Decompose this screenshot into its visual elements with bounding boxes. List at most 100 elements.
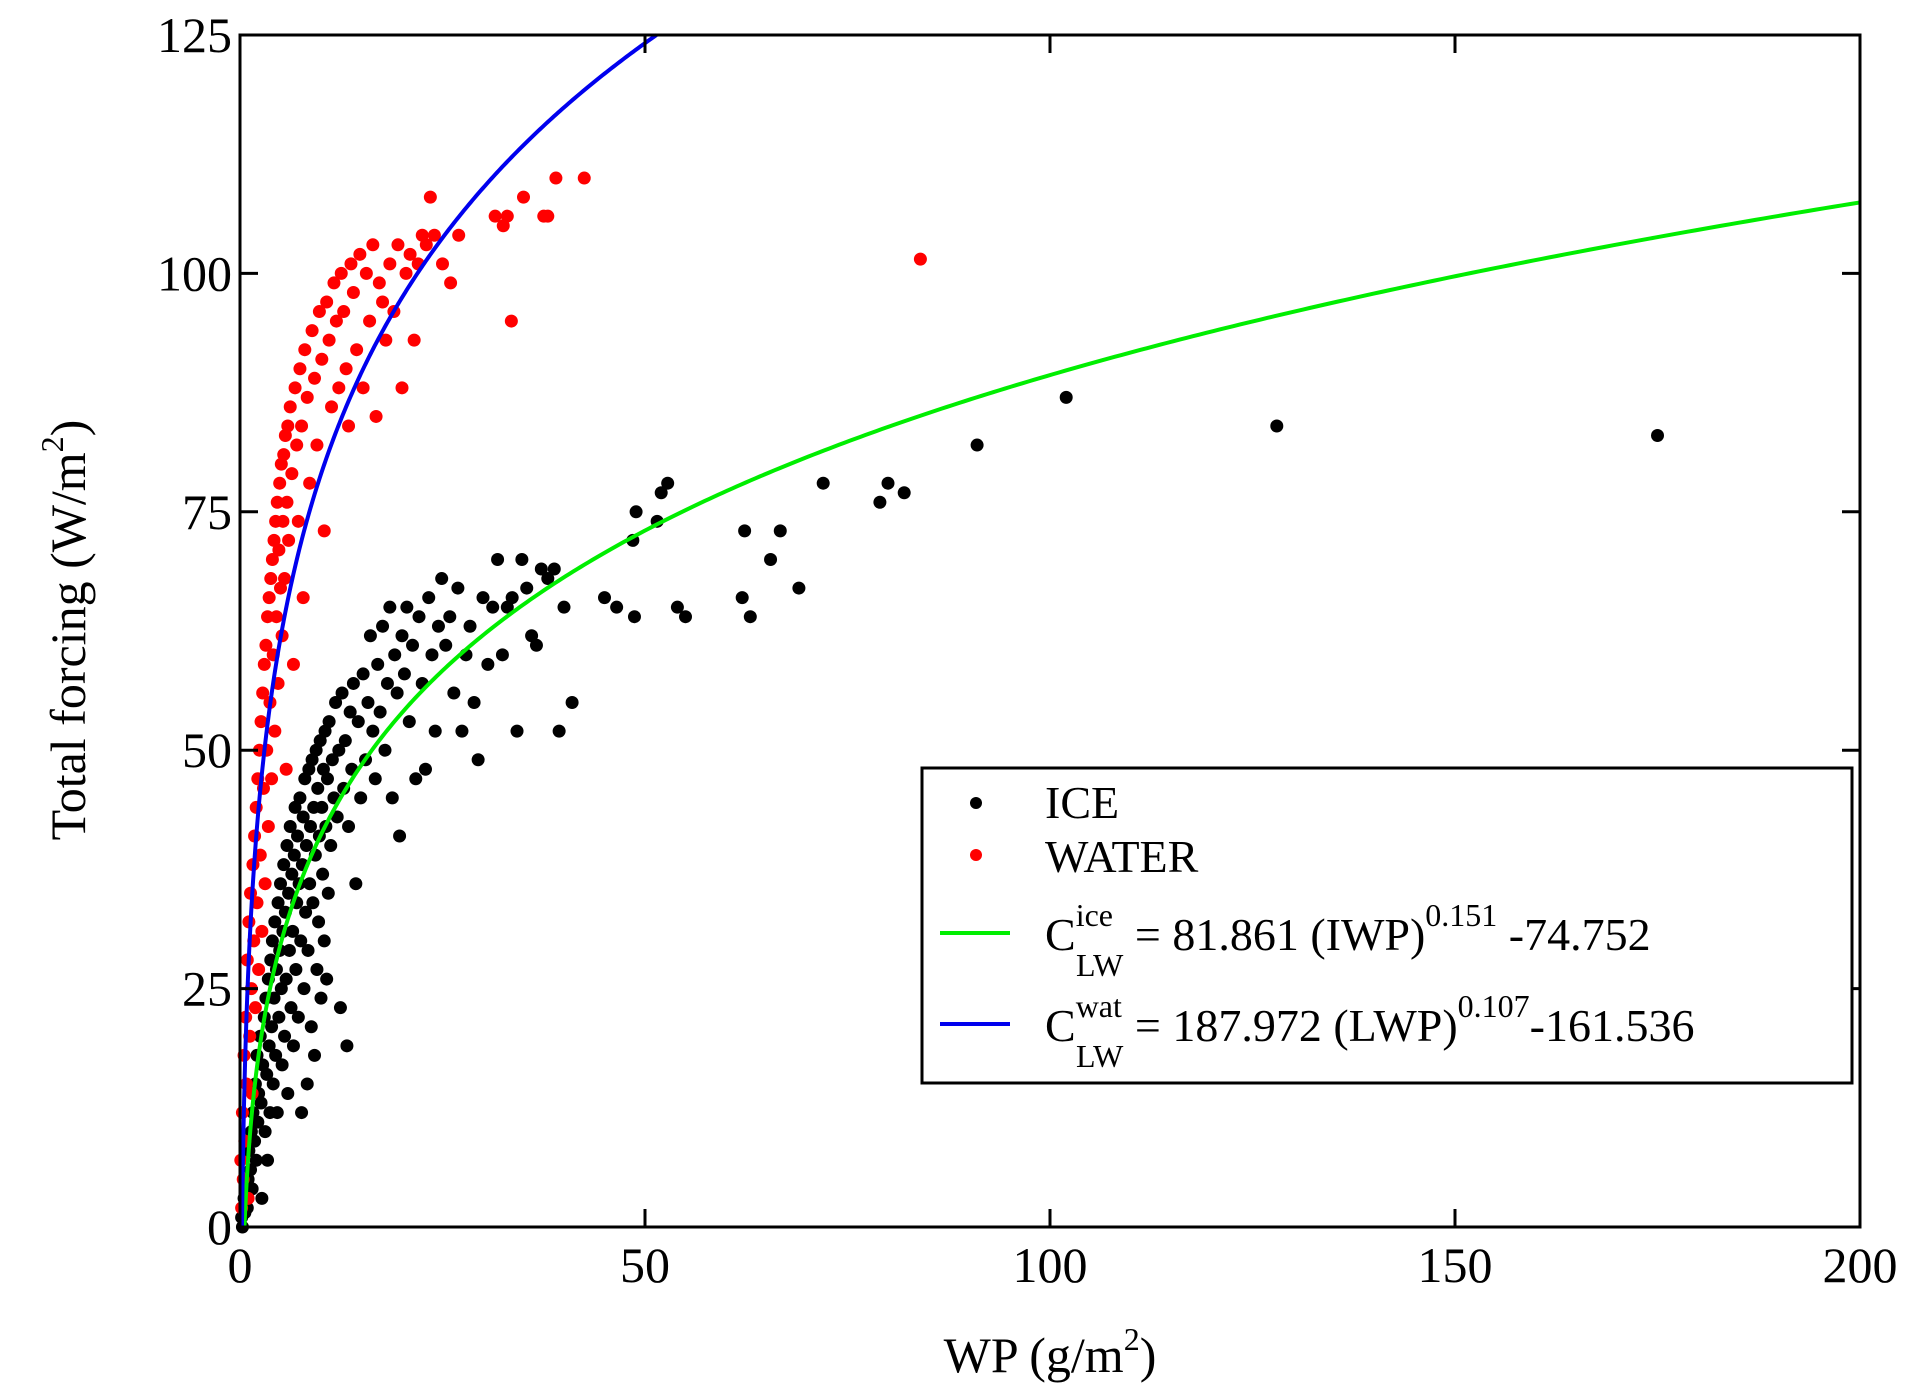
water-point	[303, 476, 317, 490]
water-point	[342, 419, 356, 433]
ice-point	[299, 839, 313, 853]
water-point	[290, 438, 304, 452]
ice-point	[249, 1153, 263, 1167]
ice-point	[294, 934, 308, 948]
water-point	[273, 476, 287, 490]
ice-point	[1059, 390, 1073, 404]
ice-point	[265, 934, 279, 948]
ice-point	[293, 791, 307, 805]
ice-point	[679, 610, 692, 624]
ice-point	[282, 943, 296, 957]
y-axis-title: Total forcing (W/m2)	[34, 420, 96, 841]
ice-point	[402, 715, 416, 729]
water-point	[282, 533, 296, 547]
water-point	[327, 276, 341, 290]
water-point	[252, 963, 266, 977]
y-tick-label: 125	[157, 7, 232, 63]
water-point	[256, 686, 270, 700]
ice-point	[520, 581, 534, 595]
ice-point	[471, 753, 485, 767]
ice-point	[268, 915, 282, 929]
ice-point	[287, 848, 301, 862]
y-axis: 0 25 50 75 100 125	[157, 7, 1860, 1255]
ice-point	[385, 791, 399, 805]
ice-point	[661, 476, 675, 490]
ice-point	[873, 495, 887, 509]
water-point	[549, 171, 563, 185]
ice-point	[322, 715, 336, 729]
legend-water-marker	[970, 849, 982, 861]
ice-point	[654, 486, 668, 500]
ice-point	[312, 915, 326, 929]
water-point	[517, 190, 530, 204]
ice-point	[792, 581, 806, 595]
water-point	[300, 390, 314, 404]
ice-point	[409, 772, 423, 786]
ice-point	[361, 696, 375, 710]
ice-point	[342, 819, 356, 833]
legend-ice-label: ICE	[1045, 777, 1119, 828]
ice-point	[285, 867, 299, 881]
ice-point	[425, 648, 439, 662]
water-point	[280, 495, 294, 509]
ice-point	[422, 591, 436, 605]
ice-point	[255, 1191, 269, 1205]
ice-point	[552, 724, 566, 738]
ice-point	[279, 972, 293, 986]
water-point	[452, 228, 466, 242]
water-point	[322, 333, 336, 347]
water-point	[350, 343, 364, 357]
water-point	[369, 409, 383, 423]
ice-point	[431, 619, 445, 633]
ice-point	[269, 1048, 283, 1062]
ice-point	[376, 619, 390, 633]
water-point	[372, 276, 386, 290]
legend-water-label: WATER	[1045, 831, 1199, 882]
ice-point	[303, 877, 317, 891]
ice-point	[283, 819, 297, 833]
ice-point	[291, 1010, 305, 1024]
ice-point	[764, 552, 778, 566]
ice-point	[254, 1096, 268, 1110]
water-point	[293, 362, 307, 376]
ice-point	[395, 629, 409, 643]
ice-point	[510, 724, 524, 738]
x-tick-label: 0	[228, 1237, 253, 1293]
ice-point	[349, 877, 363, 891]
ice-point	[447, 686, 461, 700]
y-tick-label: 50	[182, 722, 232, 778]
water-point	[379, 333, 393, 347]
ice-point	[738, 524, 752, 538]
water-point	[281, 419, 295, 433]
water-point	[296, 591, 310, 605]
ice-point	[773, 524, 787, 538]
ice-point	[412, 610, 426, 624]
water-point	[334, 266, 348, 280]
ice-point	[291, 829, 305, 843]
water-point	[278, 572, 292, 586]
water-point	[423, 190, 437, 204]
x-tick-label: 200	[1823, 1237, 1898, 1293]
ice-point	[271, 896, 285, 910]
water-point	[265, 552, 279, 566]
water-point	[312, 305, 326, 319]
ice-point	[314, 991, 328, 1005]
water-point	[317, 524, 331, 538]
y-tick-label: 25	[182, 961, 232, 1017]
water-point	[264, 572, 278, 586]
water-point	[308, 371, 322, 385]
ice-point	[275, 1058, 289, 1072]
water-point	[395, 381, 409, 395]
water-point	[541, 209, 555, 223]
water-point	[270, 495, 284, 509]
ice-point	[304, 1020, 318, 1034]
water-point	[248, 1001, 262, 1015]
ice-point	[310, 963, 324, 977]
ice-point	[388, 648, 402, 662]
ice-point	[282, 886, 296, 900]
ice-point	[406, 638, 420, 652]
ice-point	[515, 552, 529, 566]
water-point	[383, 257, 397, 271]
ice-point	[463, 619, 477, 633]
water-point	[261, 610, 275, 624]
